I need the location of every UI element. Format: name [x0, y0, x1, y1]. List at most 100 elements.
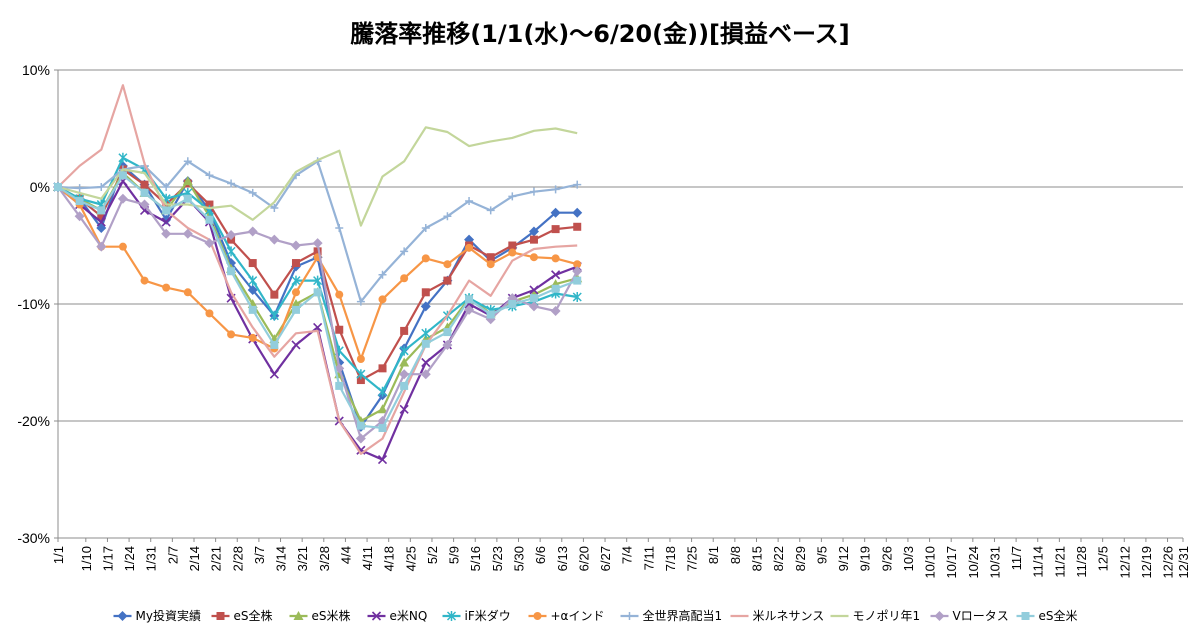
data-point	[399, 357, 410, 367]
data-point	[161, 228, 172, 239]
x-tick-label: 7/4	[620, 546, 635, 564]
data-point	[550, 306, 561, 317]
x-tick-label: 4/4	[338, 546, 353, 564]
data-point	[183, 194, 192, 203]
data-point	[97, 206, 106, 215]
data-point	[205, 200, 214, 209]
data-point	[140, 276, 149, 285]
data-point	[529, 253, 538, 262]
data-point	[378, 270, 387, 279]
x-tick-label: 4/18	[382, 546, 397, 571]
legend-item: eS米株	[289, 608, 351, 623]
legend-label: e米NQ	[390, 609, 428, 623]
chart-title: 騰落率推移(1/1(水)〜6/20(金))[損益ベース]	[350, 20, 850, 48]
x-tick-label: 10/3	[901, 546, 916, 571]
data-point	[355, 433, 366, 444]
x-tick-label: 11/14	[1031, 546, 1046, 578]
data-point	[421, 223, 430, 232]
x-tick-label: 11/7	[1009, 546, 1024, 570]
data-point	[443, 276, 452, 285]
data-point	[508, 192, 517, 201]
data-point	[399, 404, 409, 414]
x-tick-label: 2/21	[209, 546, 224, 571]
x-tick-label: 6/27	[598, 546, 613, 571]
data-point	[443, 212, 452, 221]
data-point	[572, 291, 582, 302]
x-tick-label: 5/30	[512, 546, 527, 571]
data-point	[118, 152, 128, 163]
legend-item: モノポリ年1	[830, 609, 920, 623]
series-line	[57, 186, 579, 440]
data-point	[551, 284, 560, 293]
series-5	[53, 152, 582, 397]
data-point	[161, 217, 171, 227]
data-point	[96, 241, 107, 252]
data-point	[335, 223, 344, 232]
y-tick-label: 0%	[30, 179, 50, 195]
data-point	[270, 290, 279, 299]
legend-item: 全世界高配当1	[620, 608, 723, 623]
data-point	[551, 270, 561, 280]
x-tick-label: 1/24	[122, 546, 137, 571]
data-point	[227, 179, 236, 188]
data-point	[529, 294, 538, 303]
data-point	[572, 207, 583, 218]
data-point	[486, 310, 495, 319]
data-point	[270, 204, 279, 213]
data-point	[270, 340, 279, 349]
series-6	[54, 183, 582, 363]
series-line	[57, 156, 578, 393]
data-point	[226, 229, 237, 240]
data-point	[443, 260, 452, 269]
data-point	[117, 193, 128, 204]
data-point	[529, 235, 538, 244]
data-point	[75, 184, 84, 193]
data-point	[465, 197, 474, 206]
data-point	[182, 228, 193, 239]
x-tick-label: 3/7	[252, 546, 267, 564]
x-tick-label: 3/28	[317, 546, 332, 571]
legend-label: +αインド	[551, 609, 605, 623]
data-point	[421, 357, 431, 368]
data-point	[182, 176, 193, 186]
data-point	[356, 297, 365, 306]
x-tick-label: 2/28	[230, 546, 245, 571]
data-point	[464, 304, 475, 315]
data-point	[508, 248, 517, 257]
data-point	[204, 238, 215, 249]
series-11	[54, 171, 582, 433]
legend-item: eS全株	[211, 608, 273, 623]
x-tick-label: 9/26	[879, 546, 894, 571]
data-point	[75, 197, 84, 206]
legend-label: 全世界高配当1	[643, 608, 723, 623]
data-point	[356, 421, 365, 430]
legend-item: +αインド	[528, 609, 605, 623]
legend-swatch-marker	[371, 611, 382, 621]
data-point	[442, 339, 453, 350]
data-point	[139, 199, 150, 210]
x-tick-label: 3/14	[274, 546, 289, 571]
data-point	[291, 259, 300, 268]
data-point	[377, 386, 388, 397]
data-point	[465, 243, 474, 252]
x-tick-label: 5/2	[425, 546, 440, 564]
data-point	[226, 246, 236, 257]
x-tick-label: 1/17	[100, 546, 115, 571]
data-point	[400, 326, 409, 335]
y-tick-label: 10%	[22, 62, 50, 78]
data-point	[400, 381, 409, 390]
legend-label: eS全米	[1039, 608, 1078, 623]
data-point	[572, 266, 583, 277]
x-tick-label: 8/22	[771, 546, 786, 571]
data-point	[528, 226, 539, 237]
data-point	[529, 187, 538, 196]
data-point	[573, 180, 582, 189]
data-point	[183, 157, 192, 166]
legend-swatch-marker	[625, 612, 634, 620]
legend-item: My投資実績	[113, 608, 201, 623]
data-point	[248, 275, 258, 286]
x-tick-label: 5/9	[447, 546, 462, 564]
data-point	[356, 376, 365, 385]
x-tick-label: 8/1	[706, 546, 721, 564]
legend-label: 米ルネサンス	[753, 609, 825, 623]
